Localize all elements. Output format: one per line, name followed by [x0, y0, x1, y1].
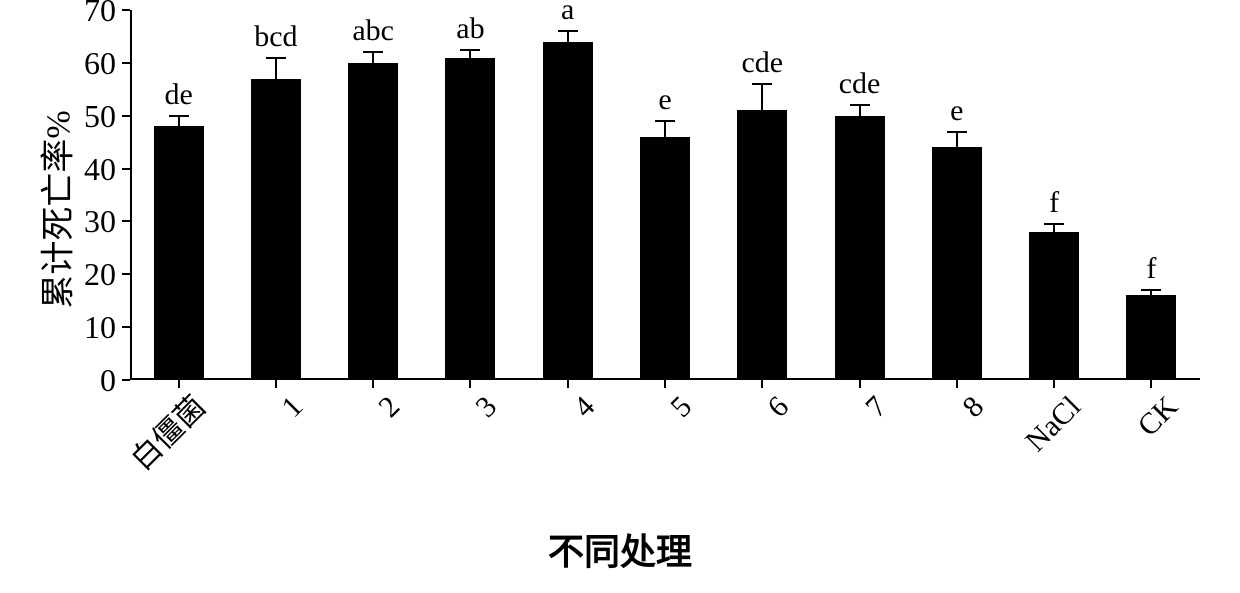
bar	[251, 79, 301, 380]
significance-label: a	[561, 0, 574, 25]
error-cap	[169, 115, 189, 117]
error-bar	[567, 31, 569, 42]
x-tick-label: 6	[752, 380, 795, 423]
y-tick-mark	[122, 220, 130, 222]
bar	[737, 110, 787, 380]
x-tick-label: NaCl	[1009, 380, 1086, 457]
x-tick-label: 2	[363, 380, 406, 423]
y-tick-mark	[122, 9, 130, 11]
error-bar	[178, 116, 180, 127]
bar	[445, 58, 495, 380]
bar-slot: cde6	[737, 10, 787, 380]
x-tick-label: 5	[654, 380, 697, 423]
error-cap	[266, 57, 286, 59]
significance-label: e	[658, 85, 671, 115]
plot-area: 010203040506070 de白僵菌bcd1abc2ab3a4e5cde6…	[130, 10, 1200, 380]
error-bar	[372, 52, 374, 63]
bar-slot: a4	[543, 10, 593, 380]
bar-slot: ab3	[445, 10, 495, 380]
error-bar	[859, 105, 861, 116]
bar-slot: abc2	[348, 10, 398, 380]
error-cap	[655, 120, 675, 122]
bar-slot: bcd1	[251, 10, 301, 380]
bar	[1126, 295, 1176, 380]
x-axis-label: 不同处理	[0, 523, 1240, 575]
figure: 累计死亡率% 010203040506070 de白僵菌bcd1abc2ab3a…	[0, 0, 1240, 593]
bar	[1029, 232, 1079, 380]
y-tick-mark	[122, 168, 130, 170]
significance-label: cde	[741, 48, 783, 78]
x-tick-label: CK	[1122, 380, 1184, 442]
significance-label: cde	[839, 69, 881, 99]
bar	[154, 126, 204, 380]
bar-slot: e8	[932, 10, 982, 380]
significance-label: bcd	[254, 22, 297, 52]
x-tick-label: 3	[460, 380, 503, 423]
significance-label: f	[1049, 188, 1059, 218]
x-tick-label: 8	[946, 380, 989, 423]
error-bar	[1053, 224, 1055, 232]
error-cap	[947, 131, 967, 133]
bar-slot: e5	[640, 10, 690, 380]
error-cap	[752, 83, 772, 85]
bar	[835, 116, 885, 380]
error-bar	[956, 132, 958, 148]
significance-label: ab	[456, 14, 484, 44]
bar-slot: fNaCl	[1029, 10, 1079, 380]
y-tick-mark	[122, 62, 130, 64]
y-tick-label: 70	[84, 0, 130, 26]
bar-slot: fCK	[1126, 10, 1176, 380]
error-bar	[664, 121, 666, 137]
significance-label: de	[164, 80, 192, 110]
error-cap	[558, 30, 578, 32]
y-tick-mark	[122, 115, 130, 117]
bar	[932, 147, 982, 380]
significance-label: abc	[352, 16, 394, 46]
error-cap	[1141, 289, 1161, 291]
y-tick-mark	[122, 326, 130, 328]
error-cap	[460, 49, 480, 51]
significance-label: e	[950, 96, 963, 126]
y-axis-label: 累计死亡率%	[31, 100, 80, 320]
x-tick-label: 1	[265, 380, 308, 423]
error-cap	[850, 104, 870, 106]
bar-slot: de白僵菌	[154, 10, 204, 380]
bar	[543, 42, 593, 380]
bars-container: de白僵菌 bcd1 abc2 ab3 a4e5 cde6 cde7 e8 fNaCl fCK	[130, 10, 1200, 380]
bar	[640, 137, 690, 380]
error-bar	[761, 84, 763, 110]
bar-slot: cde7	[835, 10, 885, 380]
x-tick-label: 4	[557, 380, 600, 423]
error-cap	[1044, 223, 1064, 225]
y-tick-mark	[122, 379, 130, 381]
error-bar	[275, 58, 277, 79]
bar	[348, 63, 398, 380]
x-tick-label: 7	[849, 380, 892, 423]
error-cap	[363, 51, 383, 53]
significance-label: f	[1146, 254, 1156, 284]
error-bar	[469, 50, 471, 58]
y-tick-mark	[122, 273, 130, 275]
